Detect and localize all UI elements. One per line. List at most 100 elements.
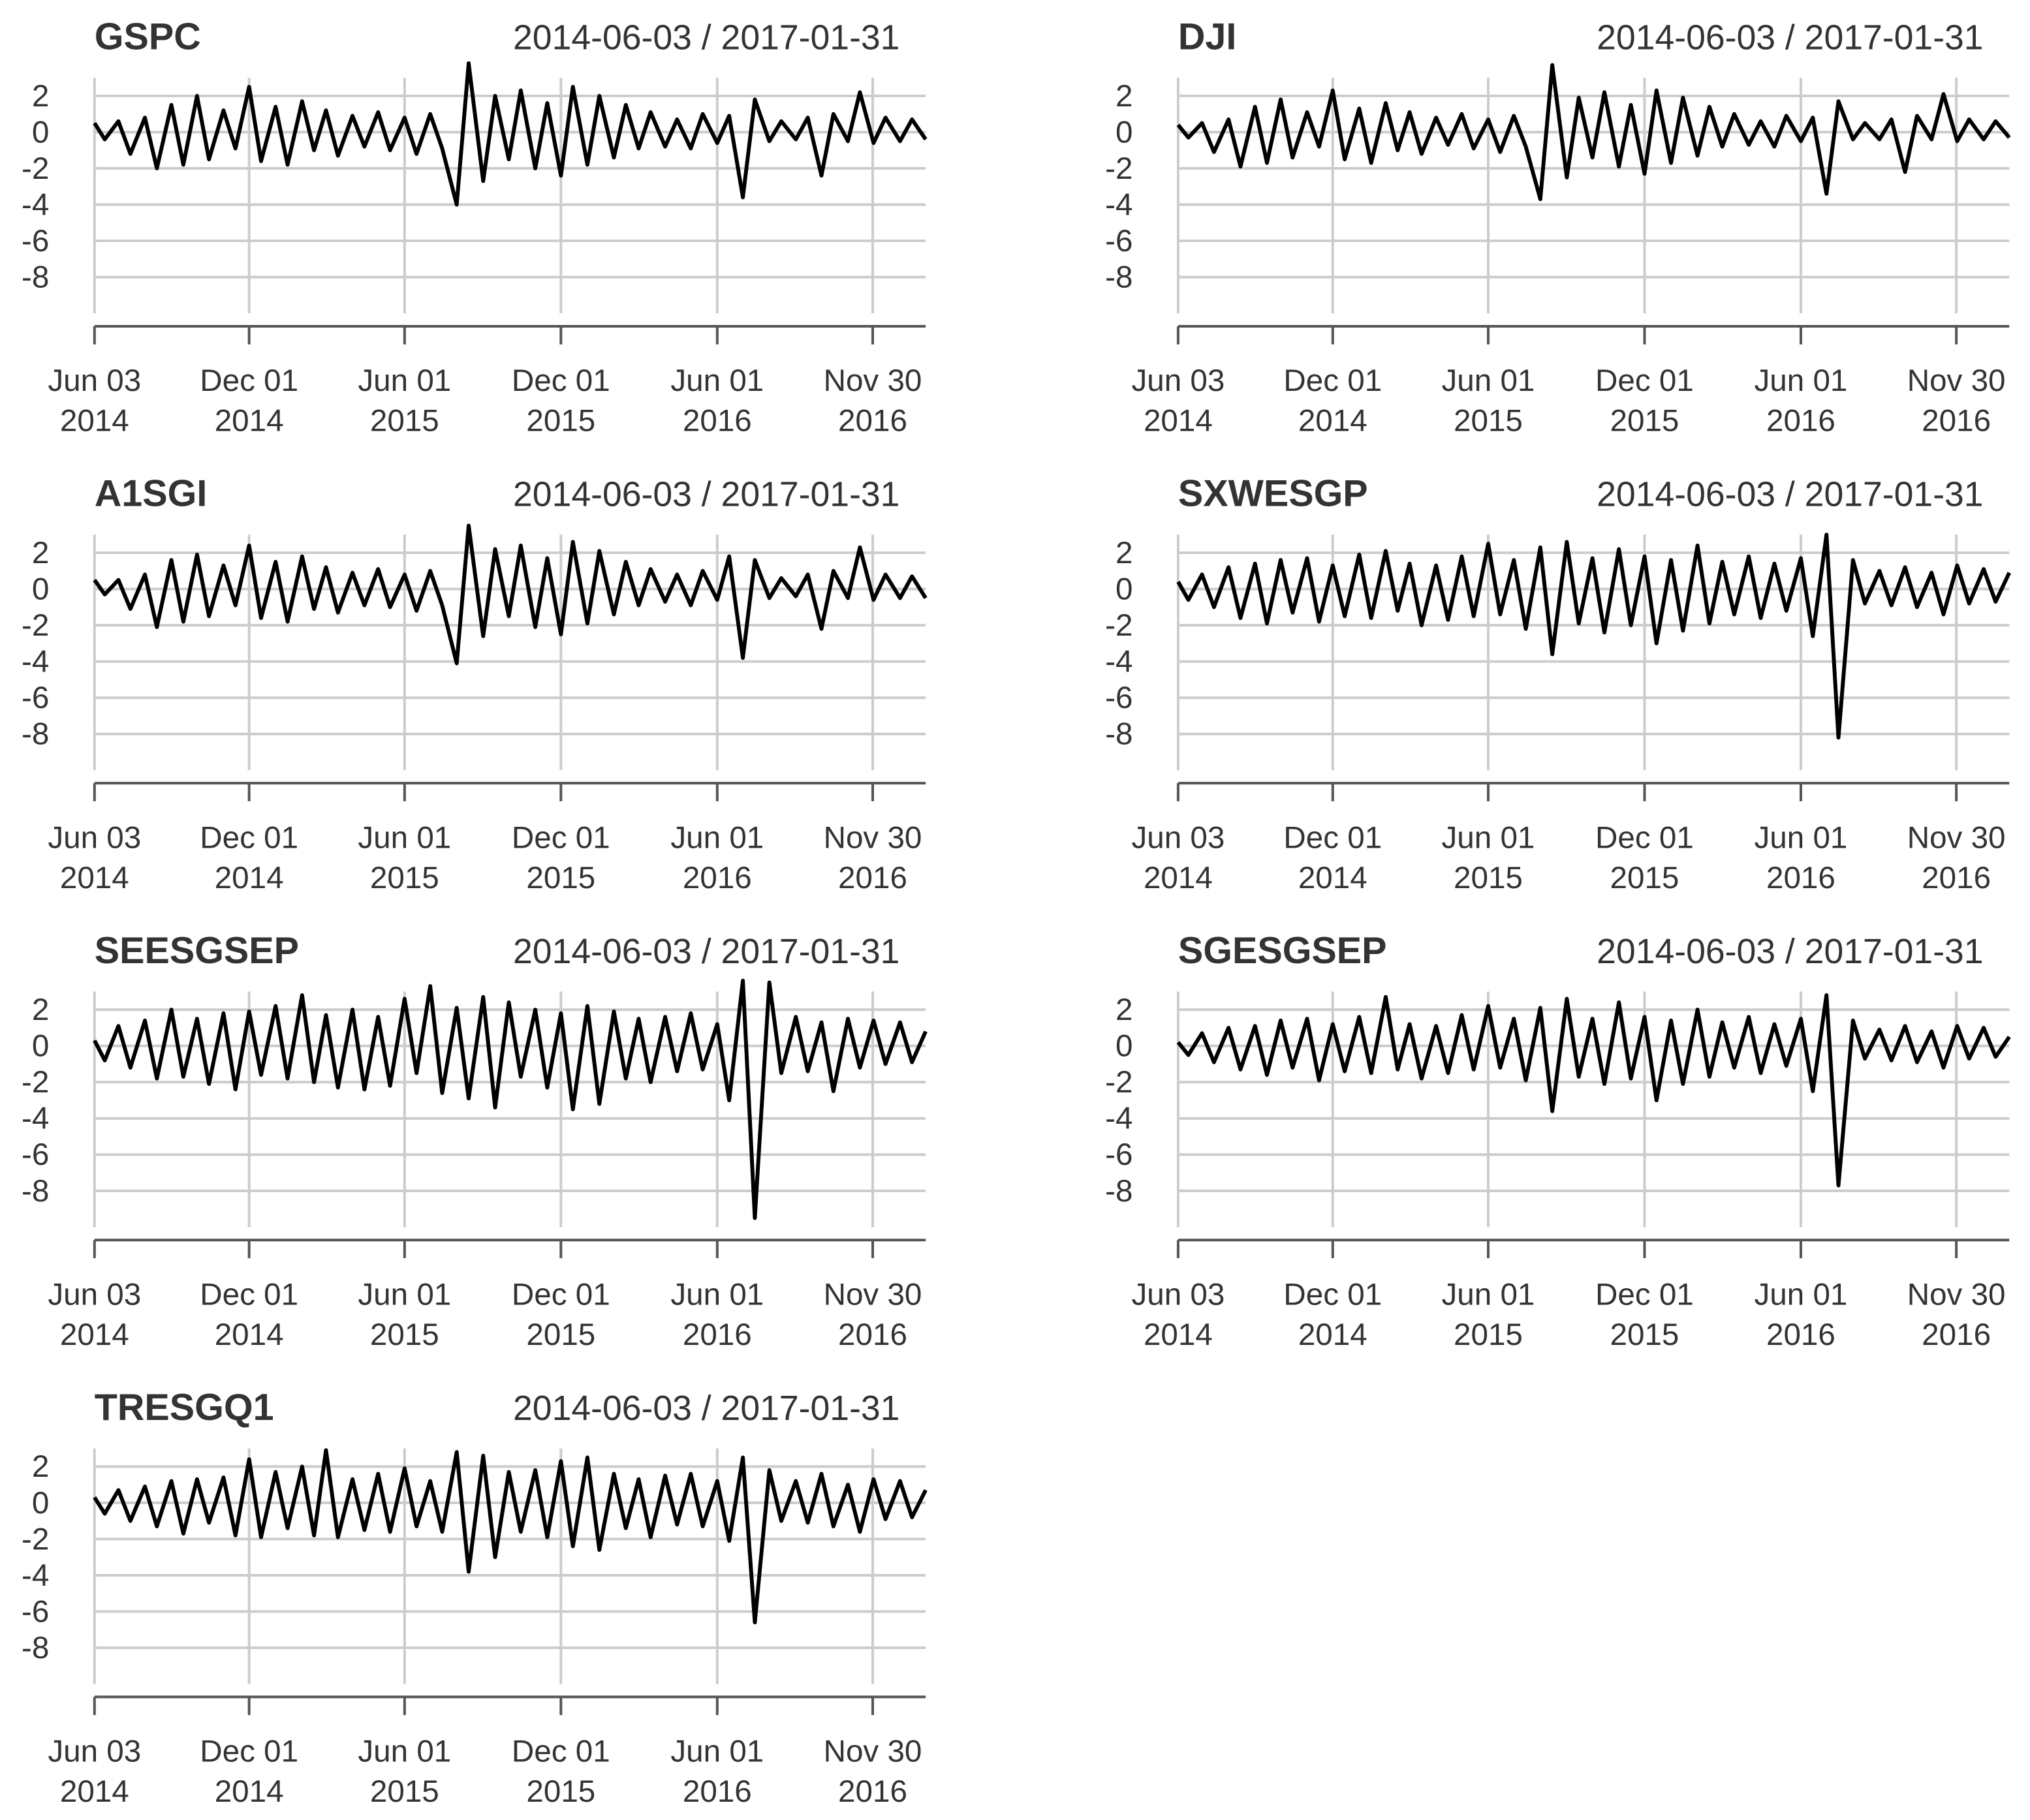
y-tick-label: -4: [22, 1558, 49, 1593]
x-tick-label: Jun 01 2015: [358, 820, 451, 895]
y-tick-label: -2: [22, 1065, 49, 1100]
x-tick-label: Nov 30 2016: [824, 1735, 922, 1809]
panel-title: SGESGSEP: [1178, 930, 1387, 972]
x-tick-label: Nov 30 2016: [1907, 820, 2006, 895]
y-tick-label: -6: [22, 681, 49, 715]
x-tick-label: Dec 01 2015: [512, 820, 610, 895]
y-tick-label: -2: [22, 1522, 49, 1556]
y-tick-label: -4: [22, 187, 49, 222]
y-tick-label: -4: [22, 645, 49, 679]
date-range: 2014-06-03 / 2017-01-31: [513, 933, 899, 971]
x-tick-label: Dec 01 2014: [1283, 1277, 1382, 1351]
y-tick-label: 0: [1116, 115, 1132, 149]
x-tick-label: Jun 03 2014: [1131, 820, 1225, 895]
x-tick-label: Dec 01 2015: [1595, 820, 1694, 895]
y-tick-label: -8: [22, 717, 49, 752]
series-line: [93, 523, 928, 666]
x-tick-label: Jun 03 2014: [48, 363, 141, 438]
y-tick-label: 2: [32, 79, 49, 114]
y-tick-label: -4: [1105, 187, 1132, 222]
x-tick-label: Dec 01 2015: [512, 1277, 610, 1351]
x-tick-label: Jun 01 2016: [1754, 1277, 1847, 1351]
x-tick-label: Nov 30 2016: [1907, 363, 2006, 438]
y-tick-label: 0: [1116, 1029, 1132, 1064]
y-tick-label: 2: [1116, 79, 1132, 114]
x-tick-label: Jun 01 2016: [1754, 363, 1847, 438]
y-tick-label: -2: [22, 608, 49, 643]
date-range: 2014-06-03 / 2017-01-31: [513, 476, 899, 514]
date-range: 2014-06-03 / 2017-01-31: [1597, 933, 1983, 971]
x-tick-label: Jun 01 2015: [358, 1735, 451, 1809]
x-tick-label: Dec 01 2014: [200, 1735, 298, 1809]
x-tick-label: Dec 01 2014: [200, 363, 298, 438]
x-tick-label: Jun 01 2015: [358, 1277, 451, 1351]
y-tick-label: 2: [32, 1449, 49, 1484]
x-tick-label: Jun 03 2014: [48, 1735, 141, 1809]
x-tick-label: Jun 03 2014: [48, 820, 141, 895]
y-tick-label: -2: [1105, 151, 1132, 186]
y-tick-label: -2: [22, 151, 49, 186]
x-tick-label: Jun 01 2016: [670, 1735, 764, 1809]
y-tick-label: -4: [1105, 645, 1132, 679]
panel-title: GSPC: [95, 16, 201, 58]
y-tick-label: -6: [1105, 681, 1132, 715]
panel-title: A1SGI: [95, 473, 208, 515]
y-tick-label: 2: [32, 536, 49, 570]
y-tick-label: -8: [22, 1174, 49, 1209]
x-tick-label: Jun 01 2015: [358, 363, 451, 438]
x-tick-label: Dec 01 2015: [1595, 1277, 1694, 1351]
y-tick-label: -2: [1105, 608, 1132, 643]
panel-title: SEESGSEP: [95, 930, 299, 972]
series-line: [1176, 63, 2011, 202]
x-tick-label: Jun 01 2015: [1442, 820, 1535, 895]
y-tick-label: 2: [1116, 536, 1132, 570]
y-tick-label: -6: [22, 1594, 49, 1629]
y-tick-label: -6: [1105, 1137, 1132, 1172]
x-tick-label: Jun 03 2014: [48, 1277, 141, 1351]
y-tick-label: -8: [1105, 717, 1132, 752]
x-tick-label: Dec 01 2014: [1283, 363, 1382, 438]
y-tick-label: -8: [1105, 1174, 1132, 1209]
y-tick-label: 0: [32, 1486, 49, 1520]
x-tick-label: Dec 01 2015: [512, 1735, 610, 1809]
date-range: 2014-06-03 / 2017-01-31: [1597, 19, 1983, 57]
x-tick-label: Dec 01 2015: [1595, 363, 1694, 438]
series-line: [93, 1448, 928, 1625]
x-tick-label: Dec 01 2015: [512, 363, 610, 438]
y-tick-label: 0: [32, 115, 49, 149]
x-tick-label: Jun 01 2015: [1442, 1277, 1535, 1351]
x-tick-label: Nov 30 2016: [1907, 1277, 2006, 1351]
y-tick-label: -8: [1105, 260, 1132, 294]
panel-title: SXWESGP: [1178, 473, 1368, 515]
x-tick-label: Jun 01 2016: [1754, 820, 1847, 895]
series-line: [93, 61, 928, 207]
y-tick-label: 0: [1116, 572, 1132, 606]
y-tick-label: -4: [1105, 1102, 1132, 1136]
series-line: [1176, 532, 2011, 740]
series-line: [93, 978, 928, 1220]
y-tick-label: 2: [1116, 993, 1132, 1027]
y-tick-label: -6: [1105, 224, 1132, 258]
x-tick-label: Dec 01 2014: [200, 820, 298, 895]
x-tick-label: Dec 01 2014: [200, 1277, 298, 1351]
x-tick-label: Nov 30 2016: [824, 820, 922, 895]
x-tick-label: Nov 30 2016: [824, 363, 922, 438]
y-tick-label: 0: [32, 572, 49, 606]
series-line: [1176, 993, 2011, 1188]
x-tick-label: Dec 01 2014: [1283, 820, 1382, 895]
x-tick-label: Jun 01 2015: [1442, 363, 1535, 438]
y-tick-label: -8: [22, 260, 49, 294]
y-tick-label: -4: [22, 1102, 49, 1136]
x-tick-label: Nov 30 2016: [824, 1277, 922, 1351]
x-tick-label: Jun 01 2016: [670, 820, 764, 895]
x-tick-label: Jun 03 2014: [1131, 1277, 1225, 1351]
y-tick-label: -6: [22, 224, 49, 258]
panel-title: TRESGQ1: [95, 1387, 274, 1428]
x-tick-label: Jun 03 2014: [1131, 363, 1225, 438]
date-range: 2014-06-03 / 2017-01-31: [513, 1389, 899, 1428]
x-tick-label: Jun 01 2016: [670, 363, 764, 438]
x-tick-label: Jun 01 2016: [670, 1277, 764, 1351]
y-tick-label: -6: [22, 1137, 49, 1172]
date-range: 2014-06-03 / 2017-01-31: [513, 19, 899, 57]
